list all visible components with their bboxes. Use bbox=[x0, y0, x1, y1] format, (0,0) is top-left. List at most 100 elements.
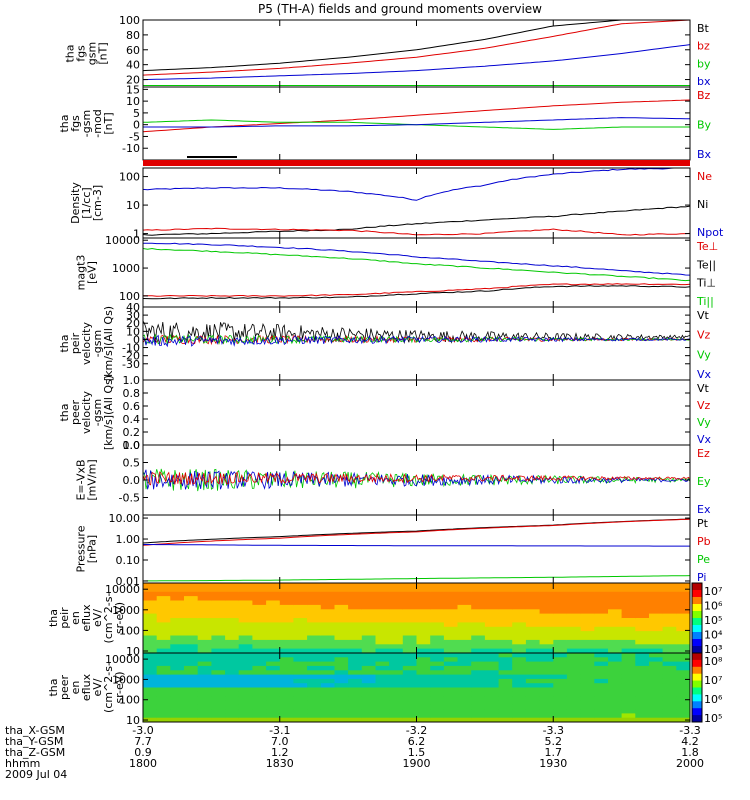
y-axis-label-line: [1/cc] bbox=[80, 187, 93, 218]
spectrogram-cell bbox=[539, 713, 554, 719]
spectrogram-cell bbox=[184, 639, 199, 645]
spectrogram-cell bbox=[375, 613, 390, 619]
spectrogram-cell bbox=[566, 704, 582, 710]
spectrogram-cell bbox=[662, 713, 677, 719]
spectrogram-cell bbox=[389, 704, 404, 710]
spectrogram-cell bbox=[566, 618, 582, 623]
spectrogram-cell bbox=[430, 596, 445, 602]
spectrogram-cell bbox=[238, 648, 253, 653]
spectrogram-cell bbox=[553, 670, 568, 676]
spectrogram-cell bbox=[375, 704, 390, 710]
spectrogram-cell bbox=[266, 683, 281, 689]
spectrogram-cell bbox=[320, 661, 336, 667]
spectrogram-cell bbox=[471, 665, 486, 671]
spectrogram-cell bbox=[348, 583, 363, 588]
spectrogram-cell bbox=[389, 691, 404, 697]
spectrogram-cell bbox=[225, 631, 240, 637]
spectrogram-cell bbox=[143, 674, 158, 680]
spectrogram-cell bbox=[225, 604, 240, 610]
spectrogram-cell bbox=[307, 657, 322, 663]
spectrogram-cell bbox=[293, 639, 308, 645]
spectrogram-cell bbox=[266, 622, 281, 628]
spectrogram-10 bbox=[143, 653, 690, 722]
spectrogram-cell bbox=[525, 713, 541, 719]
spectrogram-cell bbox=[225, 709, 240, 714]
spectrogram-cell bbox=[375, 709, 390, 714]
spectrogram-cell bbox=[334, 618, 349, 623]
spectrogram-cell bbox=[361, 591, 377, 597]
spectrogram-cell bbox=[525, 591, 541, 597]
spectrogram-cell bbox=[307, 717, 322, 722]
y-axis-label-line: [mV/m] bbox=[86, 459, 99, 500]
spectrogram-cell bbox=[621, 635, 636, 641]
spectrogram-cell bbox=[416, 587, 431, 593]
spectrogram-cell bbox=[307, 700, 322, 706]
spectrogram-cell bbox=[457, 635, 472, 641]
spectrogram-cell bbox=[443, 657, 459, 663]
spectrogram-cell bbox=[457, 691, 472, 697]
spectrogram-cell bbox=[608, 653, 623, 658]
spectrogram-cell bbox=[184, 696, 199, 701]
spectrogram-cell bbox=[238, 717, 253, 722]
spectrogram-cell bbox=[525, 687, 541, 693]
spectrogram-cell bbox=[594, 648, 609, 653]
spectrogram-cell bbox=[211, 683, 226, 689]
spectrogram-cell bbox=[443, 665, 459, 671]
y-axis-label-line: tha bbox=[58, 334, 71, 352]
spectrogram-cell bbox=[649, 631, 664, 637]
spectrogram-cell bbox=[170, 587, 185, 593]
spectrogram-cell bbox=[525, 661, 541, 667]
spectrogram-cell bbox=[676, 700, 690, 706]
spectrogram-cell bbox=[553, 600, 568, 606]
spectrogram-cell bbox=[156, 700, 171, 706]
spectrogram-cell bbox=[662, 670, 677, 676]
spectrogram-cell bbox=[566, 583, 582, 588]
spectrogram-cell bbox=[348, 587, 363, 593]
spectrogram-cell bbox=[402, 717, 418, 722]
spectrogram-cell bbox=[580, 700, 595, 706]
spectrogram-cell bbox=[649, 618, 664, 623]
spectrogram-cell bbox=[197, 609, 212, 615]
spectrogram-cell bbox=[430, 696, 445, 701]
spectrogram-cell bbox=[266, 670, 281, 676]
spectrogram-cell bbox=[635, 648, 650, 653]
spectrogram-cell bbox=[594, 696, 609, 701]
spectrogram-cell bbox=[416, 674, 431, 680]
spectrogram-cell bbox=[320, 691, 336, 697]
spectrogram-cell bbox=[375, 622, 390, 628]
spectrogram-cell bbox=[635, 587, 650, 593]
spectrogram-cell bbox=[307, 661, 322, 667]
x-axis-value: 1.8 bbox=[681, 746, 699, 759]
spectrogram-cell bbox=[293, 644, 308, 650]
colorbar-segment bbox=[692, 673, 702, 682]
spectrogram-cell bbox=[471, 687, 486, 693]
spectrogram-cell bbox=[211, 626, 226, 632]
spectrogram-cell bbox=[649, 691, 664, 697]
spectrogram-cell bbox=[293, 678, 308, 684]
spectrogram-cell bbox=[649, 591, 664, 597]
spectrogram-cell bbox=[553, 591, 568, 597]
spectrogram-cell bbox=[184, 604, 199, 610]
spectrogram-cell bbox=[279, 604, 295, 610]
spectrogram-cell bbox=[375, 653, 390, 658]
spectrogram-cell bbox=[320, 687, 336, 693]
spectrogram-cell bbox=[197, 653, 212, 658]
spectrogram-cell bbox=[238, 631, 253, 637]
spectrogram-cell bbox=[484, 622, 500, 628]
spectrogram-cell bbox=[238, 674, 253, 680]
spectrogram-cell bbox=[580, 639, 595, 645]
spectrogram-cell bbox=[279, 670, 295, 676]
spectrogram-cell bbox=[649, 713, 664, 719]
spectrogram-cell bbox=[156, 691, 171, 697]
spectrogram-cell bbox=[512, 639, 527, 645]
spectrogram-cell bbox=[608, 591, 623, 597]
spectrogram-cell bbox=[279, 657, 295, 663]
spectrogram-cell bbox=[635, 700, 650, 706]
spectrogram-cell bbox=[608, 600, 623, 606]
spectrogram-cell bbox=[484, 709, 500, 714]
spectrogram-cell bbox=[498, 639, 513, 645]
spectrogram-cell bbox=[553, 653, 568, 658]
spectrogram-cell bbox=[211, 587, 226, 593]
